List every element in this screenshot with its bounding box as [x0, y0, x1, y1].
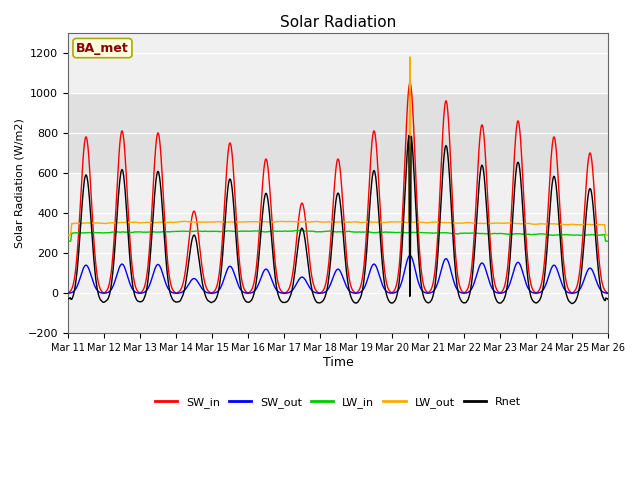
Y-axis label: Solar Radiation (W/m2): Solar Radiation (W/m2): [15, 118, 25, 248]
X-axis label: Time: Time: [323, 356, 353, 369]
Bar: [68, 93, 608, 173]
Legend: SW_in, SW_out, LW_in, LW_out, Rnet: SW_in, SW_out, LW_in, LW_out, Rnet: [151, 392, 525, 412]
Title: Solar Radiation: Solar Radiation: [280, 15, 396, 30]
Text: BA_met: BA_met: [76, 42, 129, 55]
